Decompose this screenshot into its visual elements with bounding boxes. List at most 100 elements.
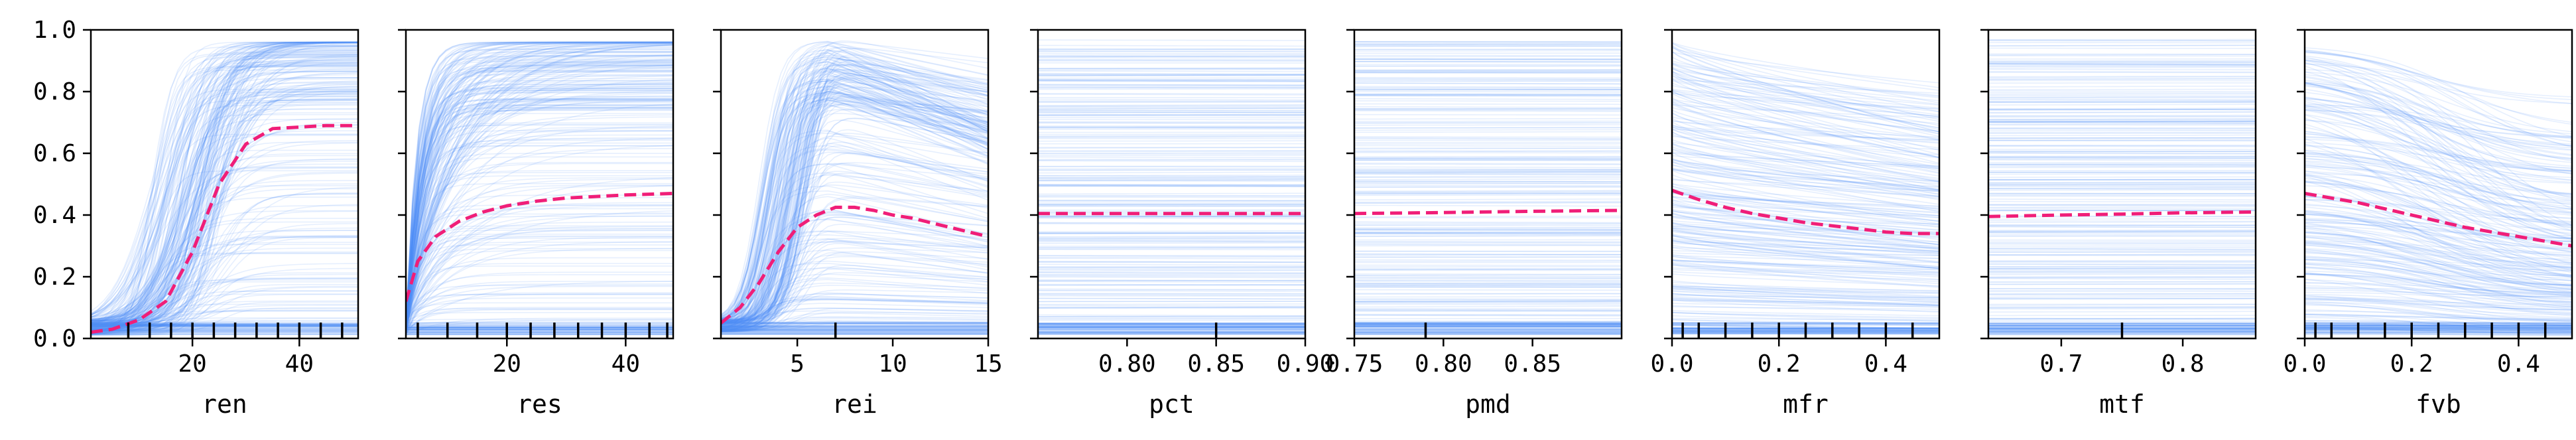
ice-line <box>1672 299 1939 304</box>
ice-line <box>721 78 988 323</box>
ice-line <box>1672 299 1939 307</box>
ice-line <box>721 230 988 323</box>
ice-line <box>1354 299 1622 301</box>
ice-line <box>1672 129 1939 170</box>
ice-line <box>91 180 358 325</box>
ice-line <box>1672 51 1939 135</box>
ice-line <box>406 52 673 327</box>
ice-line <box>2305 273 2572 307</box>
ice-line <box>1038 127 1305 129</box>
ice-line <box>1354 267 1622 270</box>
ice-line <box>1354 156 1622 159</box>
ice-line <box>91 64 358 325</box>
ice-line <box>2305 83 2572 167</box>
ice-line <box>2305 82 2572 169</box>
ice-line <box>721 84 988 321</box>
ice-panel-pct: 0.80 0.85 0.90 pct <box>1030 29 1334 419</box>
ice-line <box>406 54 673 334</box>
ice-line <box>91 279 358 328</box>
ice-line <box>2305 157 2572 204</box>
ice-line <box>1672 259 1939 271</box>
ice-line <box>721 238 988 323</box>
ice-line <box>1672 183 1939 207</box>
ice-line <box>1672 216 1939 239</box>
ice-line <box>1672 51 1939 131</box>
ice-line <box>721 148 988 319</box>
ice-line <box>1672 285 1939 302</box>
ice-line <box>91 70 358 321</box>
ice-line <box>2305 214 2572 278</box>
ice-line <box>406 41 673 332</box>
ice-line <box>91 41 358 323</box>
ice-line <box>1672 62 1939 99</box>
ice-line <box>91 58 358 329</box>
ice-line <box>2305 259 2572 306</box>
ice-line <box>1354 314 1622 317</box>
ice-line <box>91 133 358 332</box>
ice-line <box>2305 273 2572 293</box>
ice-line <box>406 102 673 329</box>
ice-line <box>406 208 673 319</box>
ice-line <box>2305 119 2572 199</box>
ice-line <box>406 46 673 334</box>
ice-line <box>91 54 358 332</box>
ice-line <box>406 69 673 335</box>
ice-line <box>721 238 988 330</box>
ice-line <box>2305 105 2572 171</box>
ice-line <box>406 58 673 319</box>
x-tick-label: 0.0 <box>2283 350 2326 378</box>
ice-line <box>721 66 988 324</box>
ice-line <box>406 319 673 323</box>
ice-line <box>721 77 988 329</box>
ice-line <box>1672 88 1939 110</box>
ice-line <box>721 307 988 331</box>
ice-line <box>1354 332 1622 334</box>
ice-line <box>2305 109 2572 227</box>
ice-line <box>406 226 673 325</box>
ice-line <box>1038 184 1305 186</box>
ice-line <box>406 67 673 321</box>
ice-line <box>721 197 988 328</box>
ice-line <box>721 307 988 326</box>
ice-line <box>406 116 673 335</box>
ice-panel-pmd: 0.75 0.80 0.85 pmd <box>1326 29 1623 419</box>
ice-line <box>1672 64 1939 118</box>
ice-line <box>406 100 673 330</box>
ice-line <box>91 293 358 329</box>
ice-line <box>1672 192 1939 218</box>
ice-line <box>1038 260 1305 263</box>
ice-line <box>406 257 673 323</box>
ice-line <box>91 55 358 320</box>
ice-line <box>1354 228 1622 230</box>
ice-line <box>406 100 673 328</box>
ice-line <box>721 298 988 330</box>
ice-line <box>406 302 673 318</box>
ice-line <box>91 235 358 330</box>
ice-line <box>2305 196 2572 281</box>
ice-line <box>1354 269 1622 271</box>
ice-line <box>721 89 988 329</box>
ice-line <box>406 92 673 334</box>
ice-line <box>406 45 673 332</box>
ice-line <box>1672 225 1939 243</box>
ice-line <box>91 272 358 326</box>
ice-line <box>1354 254 1622 256</box>
ice-line <box>721 83 988 327</box>
ice-line <box>91 163 358 316</box>
ice-line <box>91 42 358 321</box>
ice-line <box>91 318 358 327</box>
ice-line <box>721 145 988 321</box>
ice-line <box>1988 204 2256 206</box>
ice-line <box>2305 234 2572 260</box>
ice-line <box>406 84 673 323</box>
ice-line <box>2305 314 2572 321</box>
ice-line <box>721 64 988 332</box>
ice-line <box>721 320 988 328</box>
ice-line <box>406 170 673 329</box>
x-tick-label: 0.4 <box>2497 350 2540 378</box>
ice-line <box>1354 321 1622 323</box>
ice-panel-ren: 0.0 0.2 0.4 0.6 0.8 1.0 20 40 ren <box>33 17 359 419</box>
ice-line <box>1672 290 1939 303</box>
ice-line <box>1672 92 1939 133</box>
ice-line <box>1354 186 1622 188</box>
